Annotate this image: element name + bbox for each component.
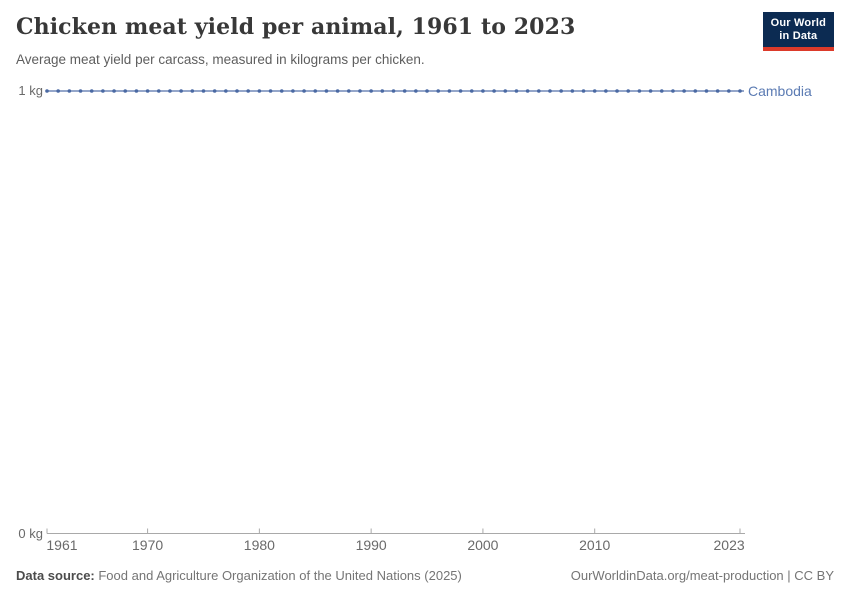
x-tick-label: 2023 xyxy=(713,537,745,553)
data-source-prefix: Data source: xyxy=(16,568,95,583)
x-axis-tick-labels: 1961 1970 1980 1990 2000 2010 2023 xyxy=(0,537,850,555)
owid-logo[interactable]: Our World in Data xyxy=(762,12,834,51)
x-tick-label: 1970 xyxy=(132,537,164,553)
data-source-note: Data source: Food and Agriculture Organi… xyxy=(16,568,462,583)
x-tick-label: 1980 xyxy=(243,537,275,553)
chart-footer: Data source: Food and Agriculture Organi… xyxy=(16,568,834,583)
chart-subtitle: Average meat yield per carcass, measured… xyxy=(16,52,425,67)
x-tick-label: 2000 xyxy=(467,537,499,553)
owid-logo-line1: Our World xyxy=(770,17,826,29)
series-label-cambodia: Cambodia xyxy=(748,83,812,99)
x-tick-label: 1990 xyxy=(355,537,387,553)
page-title: Chicken meat yield per animal, 1961 to 2… xyxy=(16,14,576,40)
owid-logo-line2: in Data xyxy=(779,30,818,42)
owid-url-link[interactable]: OurWorldinData.org/meat-production | CC … xyxy=(570,568,834,583)
x-tick-label: 2010 xyxy=(579,537,611,553)
data-source-text: Food and Agriculture Organization of the… xyxy=(94,568,462,583)
x-tick-label: 1961 xyxy=(46,537,78,553)
